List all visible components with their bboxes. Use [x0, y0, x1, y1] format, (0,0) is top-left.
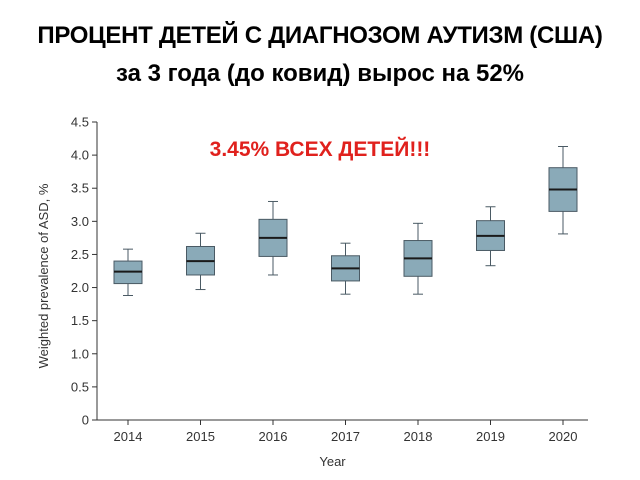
slide-title-line-1: ПРОЦЕНТ ДЕТЕЙ С ДИАГНОЗОМ АУТИЗМ (США): [37, 22, 603, 49]
x-tick-label: 2016: [259, 429, 288, 444]
x-tick-label: 2019: [476, 429, 505, 444]
y-tick-label: 1.5: [71, 313, 89, 328]
box-2016: [258, 200, 288, 276]
box-2019: [476, 206, 505, 267]
y-tick-label: 2.5: [71, 247, 89, 262]
y-tick-label: 4.5: [71, 115, 89, 130]
y-axis-ticks: 0 0.5 1.0 1.5 2.0 2.5 3.0 3.5 4.0 4.5: [71, 115, 97, 428]
x-tick-label: 2018: [404, 429, 433, 444]
x-axis-ticks: 2014 2015 2016 2017 2018 2019 2020: [114, 420, 578, 444]
box-2014: [113, 248, 143, 297]
y-axis-title: Weighted prevalence of ASD, %: [36, 183, 51, 368]
x-tick-label: 2017: [331, 429, 360, 444]
y-tick-label: 2.0: [71, 280, 89, 295]
x-tick-label: 2020: [549, 429, 578, 444]
x-axis-title: Year: [319, 454, 346, 469]
chart-axes: [96, 122, 588, 421]
box-series: [113, 146, 578, 297]
y-tick-label: 3.0: [71, 214, 89, 229]
box-2017: [331, 242, 360, 295]
chart-annotation: 3.45% ВСЕХ ДЕТЕЙ!!!: [210, 137, 431, 161]
x-tick-label: 2014: [114, 429, 143, 444]
y-tick-label: 3.5: [71, 181, 89, 196]
x-tick-label: 2015: [186, 429, 215, 444]
box-2018: [403, 222, 433, 295]
y-tick-label: 1.0: [71, 346, 89, 361]
y-tick-label: 0: [82, 413, 89, 428]
box-2015: [186, 232, 215, 291]
y-tick-label: 0.5: [71, 379, 89, 394]
slide-title-line-2: за 3 года (до ковид) вырос на 52%: [115, 60, 525, 87]
y-tick-label: 4.0: [71, 148, 89, 163]
box-2020: [548, 146, 578, 235]
